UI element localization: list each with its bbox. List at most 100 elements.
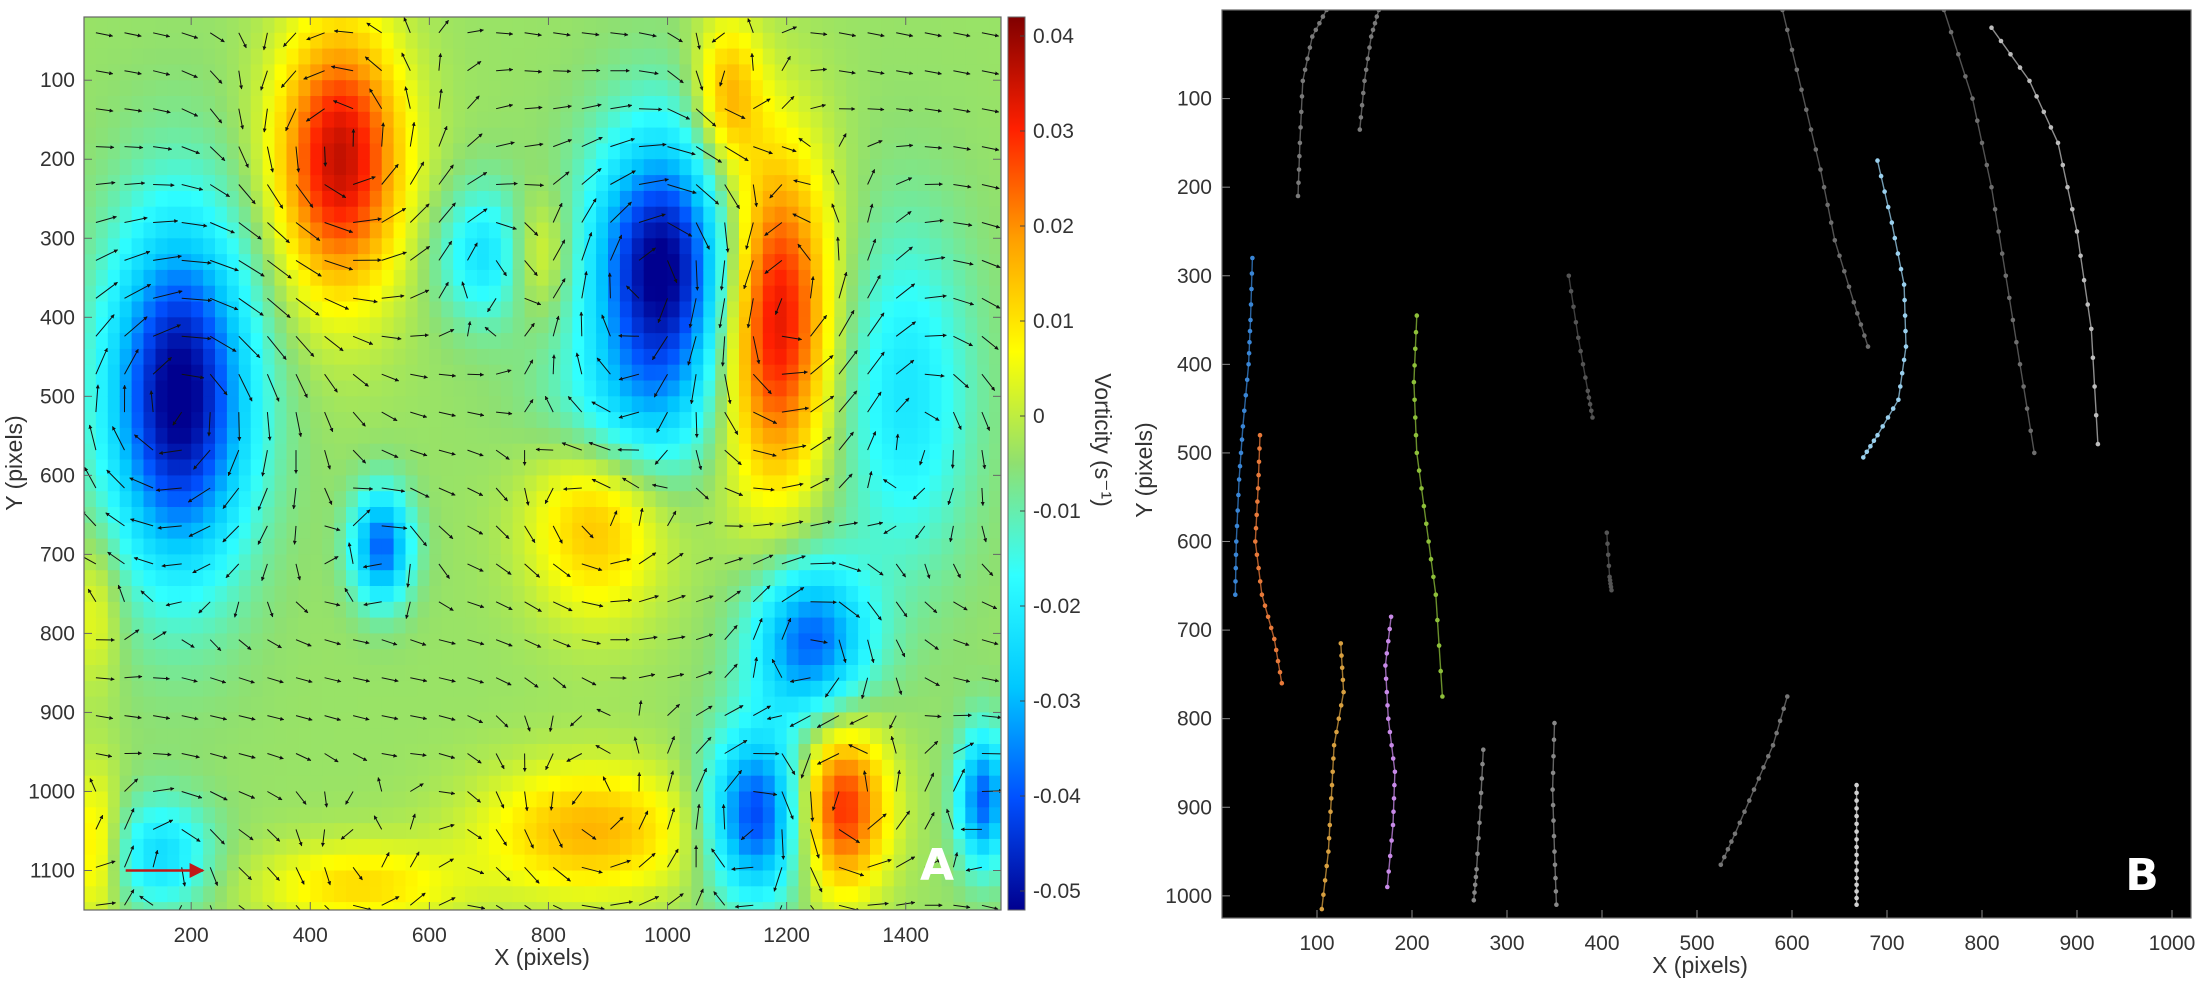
vorticity-cell: [298, 443, 311, 461]
vorticity-cell: [548, 570, 561, 587]
vorticity-cell: [238, 680, 252, 698]
vorticity-cell: [453, 680, 466, 698]
vorticity-cell: [762, 791, 776, 808]
vorticity-cell: [417, 80, 430, 97]
velocity-arrow: [711, 32, 726, 43]
vorticity-cell: [703, 127, 716, 144]
vorticity-cell: [715, 728, 728, 745]
vorticity-cell: [608, 744, 621, 761]
vorticity-cell: [929, 649, 942, 666]
vorticity-cell: [226, 902, 240, 910]
vorticity-cell: [905, 522, 919, 540]
vorticity-cell: [274, 475, 287, 492]
vorticity-cell: [631, 665, 645, 682]
vorticity-cell: [965, 870, 978, 887]
vorticity-cell: [846, 902, 859, 910]
vorticity-cell: [977, 254, 990, 271]
vorticity-cell: [965, 665, 978, 682]
vorticity-cell: [500, 317, 514, 334]
vorticity-cell: [167, 538, 180, 555]
vorticity-cell: [655, 870, 669, 887]
vorticity-cell: [977, 222, 990, 239]
vorticity-cell: [858, 554, 871, 571]
vorticity-cell: [357, 64, 371, 81]
vorticity-cell: [500, 127, 514, 144]
vorticity-cell: [346, 96, 359, 113]
vorticity-cell: [524, 902, 538, 910]
vorticity-cell: [941, 32, 954, 50]
vorticity-cell: [917, 633, 931, 650]
vorticity-cell: [917, 712, 931, 729]
velocity-arrow: [95, 180, 116, 185]
vorticity-cell: [858, 759, 871, 777]
vorticity-cell: [905, 80, 919, 97]
velocity-arrow: [340, 829, 354, 840]
vorticity-cell: [357, 554, 371, 571]
velocity-arrow: [653, 373, 668, 398]
vorticity-cell: [524, 744, 538, 761]
velocity-arrow: [238, 259, 265, 277]
velocity-arrow: [133, 556, 154, 565]
vorticity-cell: [953, 538, 966, 555]
vorticity-cell: [834, 127, 847, 144]
vorticity-cell: [155, 96, 168, 113]
vorticity-cell: [715, 175, 728, 192]
vorticity-cell: [655, 617, 669, 634]
vorticity-cell: [274, 823, 287, 840]
vorticity-cell: [465, 886, 478, 903]
vorticity-cell: [715, 712, 728, 729]
velocity-arrow: [106, 469, 125, 489]
vorticity-cell: [560, 380, 573, 397]
vorticity-cell: [596, 823, 609, 840]
velocity-arrow: [209, 184, 230, 198]
vorticity-cell: [322, 886, 335, 903]
vorticity-cell: [167, 854, 180, 872]
vorticity-cell: [917, 538, 931, 555]
vorticity-cell: [834, 333, 847, 350]
velocity-arrow: [88, 424, 97, 451]
vorticity-cell: [750, 807, 764, 824]
vorticity-cell: [179, 854, 192, 872]
velocity-arrow: [467, 677, 484, 684]
vorticity-cell: [667, 238, 680, 255]
vorticity-cell: [739, 301, 752, 318]
vorticity-cell: [250, 475, 264, 492]
vorticity-cell: [167, 759, 180, 777]
vorticity-cell: [572, 175, 585, 192]
vorticity-cell: [441, 791, 454, 808]
vorticity-cell: [750, 301, 764, 318]
vorticity-cell: [298, 491, 311, 508]
vorticity-cell: [953, 285, 966, 303]
vorticity-cell: [608, 649, 621, 666]
vorticity-cell: [822, 48, 835, 65]
velocity-arrow: [238, 904, 246, 910]
vorticity-cell: [226, 348, 240, 366]
vorticity-cell: [465, 254, 478, 271]
vorticity-cell: [750, 238, 764, 255]
vorticity-cell: [143, 712, 156, 729]
vorticity-cell: [560, 712, 573, 729]
velocity-arrow: [695, 260, 700, 291]
vorticity-cell: [107, 285, 121, 303]
vorticity-cell: [774, 886, 788, 903]
velocity-arrow: [157, 525, 182, 530]
vorticity-cell: [727, 538, 740, 555]
vorticity-cell: [727, 254, 740, 271]
velocity-arrow: [292, 487, 297, 510]
vorticity-cell: [631, 333, 645, 350]
vorticity-cell: [215, 190, 228, 208]
vorticity-cell: [548, 665, 561, 682]
vorticity-cell: [453, 522, 466, 540]
vorticity-cell: [810, 902, 823, 910]
vorticity-cell: [393, 48, 407, 65]
vorticity-cell: [596, 570, 609, 587]
velocity-arrow: [581, 32, 600, 37]
vorticity-cell: [608, 696, 621, 713]
vorticity-cell: [905, 96, 919, 113]
vorticity-cell: [941, 111, 954, 129]
vorticity-cell: [524, 190, 538, 208]
vorticity-cell: [453, 601, 466, 619]
vorticity-cell: [953, 127, 966, 144]
vorticity-cell: [524, 175, 538, 192]
vorticity-cell: [536, 570, 549, 587]
